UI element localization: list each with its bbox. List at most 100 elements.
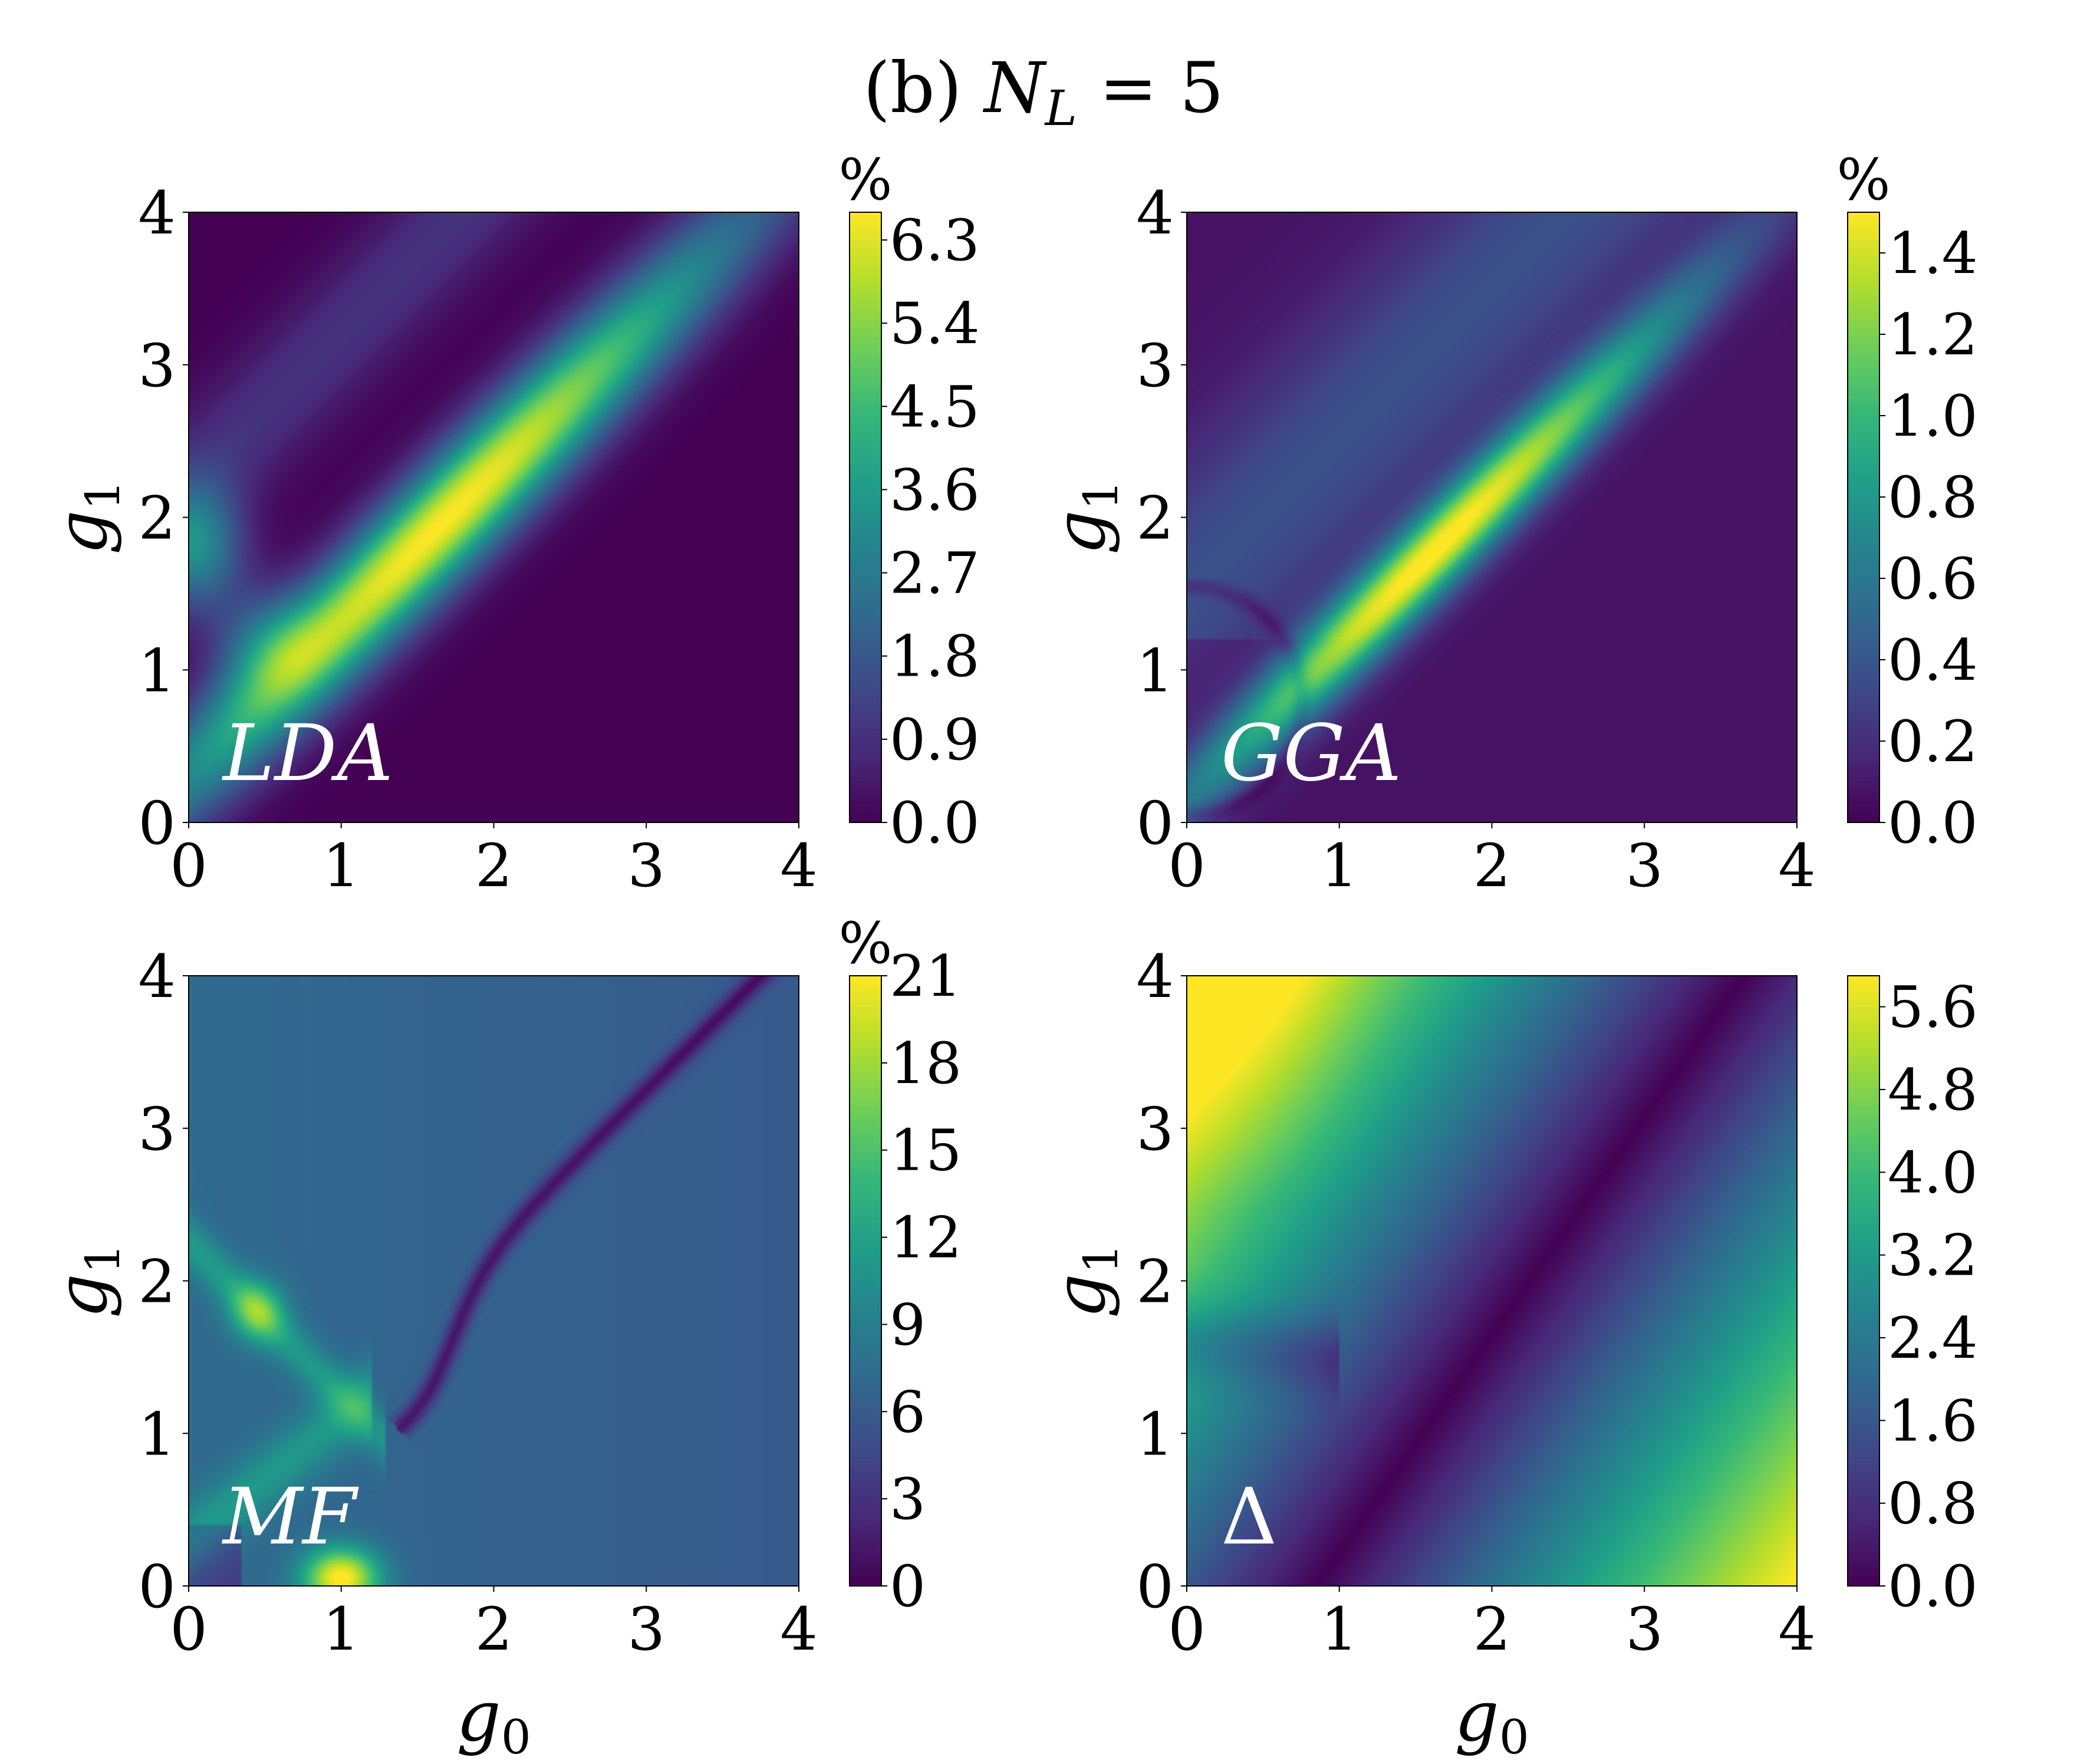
heatmap-image — [189, 976, 799, 1586]
x-tick-label: 0 — [1168, 1595, 1206, 1664]
colorbar-tick-label: 0.0 — [1888, 790, 1978, 856]
colorbar: 0.0 0.2 0.4 0.6 0.8 1.0 1.2 1.4% — [1836, 147, 1977, 856]
x-tick-label: 0 — [170, 1595, 208, 1664]
y-tick-label: 3 — [1136, 1095, 1174, 1164]
colorbar: 0.0 0.8 1.6 2.4 3.2 4.0 4.8 5.6 — [1847, 975, 1978, 1620]
figure-title-text: (b) NL = 5 — [863, 47, 1224, 137]
y-tick-label: 4 — [1136, 179, 1174, 248]
y-tick-label: 2 — [138, 1248, 176, 1317]
colorbar-tick-label: 15 — [890, 1118, 962, 1184]
colorbar-tick-label: 6.3 — [890, 208, 980, 274]
x-tick-label: 0 — [1168, 831, 1206, 900]
colorbar-tick-label: 1.4 — [1888, 220, 1978, 287]
title-prefix: (b) — [863, 47, 984, 129]
colorbar-tick-label: 0.2 — [1888, 709, 1978, 775]
colorbar-tick-label: 4.8 — [1888, 1057, 1978, 1123]
y-tick-label: 1 — [138, 1400, 176, 1469]
x-tick-label: 2 — [475, 831, 513, 900]
y-axis-label: g1 — [1039, 480, 1128, 554]
colorbar-tick-label: 5.4 — [890, 291, 980, 357]
y-axis-label: g1 — [41, 1243, 130, 1318]
x-tick-label: 1 — [322, 831, 360, 900]
colorbar: 0 3 6 9 12 15 18 21% — [838, 910, 962, 1620]
y-tick-label: 4 — [1136, 942, 1174, 1011]
title-sub: L — [1044, 81, 1077, 137]
x-axis-label: g0 — [456, 1676, 531, 1764]
colorbar-tick-label: 0 — [890, 1554, 926, 1620]
x-tick-label: 2 — [475, 1595, 513, 1664]
colorbar-tick-label: 1.2 — [1888, 302, 1978, 368]
colorbar-tick-label: 2.7 — [890, 541, 980, 607]
y-tick-label: 3 — [138, 1095, 176, 1164]
title-var: N — [982, 47, 1047, 129]
colorbar-tick-label: 3 — [890, 1466, 926, 1532]
colorbar-tick-label: 0.4 — [1888, 627, 1978, 693]
y-tick-label: 4 — [138, 942, 176, 1011]
title-rest: = 5 — [1077, 47, 1224, 129]
panel-label: LDA — [222, 708, 393, 799]
x-tick-label: 2 — [1473, 1595, 1511, 1664]
x-tick-label: 4 — [780, 831, 818, 900]
x-tick-label: 1 — [322, 1595, 360, 1664]
x-tick-label: 1 — [1321, 831, 1358, 900]
colorbar-gradient — [849, 975, 882, 1587]
y-axis-label: g1 — [41, 480, 130, 554]
heatmap-image — [1187, 976, 1797, 1586]
panel-label: MF — [222, 1472, 359, 1562]
colorbar-tick-label: 12 — [890, 1205, 962, 1271]
colorbar-unit: % — [1836, 147, 1890, 213]
figure-title: (b) NL = 5 — [863, 47, 1224, 137]
y-tick-label: 0 — [1136, 789, 1174, 858]
x-tick-label: 2 — [1473, 831, 1511, 900]
colorbar-tick-label: 1.0 — [1888, 383, 1978, 449]
colorbar-tick-label: 1.6 — [1888, 1388, 1978, 1454]
colorbar-gradient — [849, 212, 882, 823]
y-axis-label: g1 — [1039, 1243, 1128, 1318]
colorbar-tick-label: 9 — [890, 1292, 926, 1358]
panel-delta: 0 1 2 3 4 0 1 2 3 4 g1 g0 Δ 0.0 0.8 1.6 2.4 3.2 4.0 4.8 5.6 — [1039, 942, 1978, 1764]
y-tick-label: 1 — [1136, 1400, 1174, 1469]
x-tick-label: 4 — [780, 1595, 818, 1664]
colorbar-tick-label: 3.6 — [890, 457, 980, 523]
y-tick-label: 1 — [138, 636, 176, 705]
colorbar-tick-label: 4.0 — [1888, 1140, 1978, 1206]
colorbar-tick-label: 0.0 — [1888, 1554, 1978, 1620]
colorbar-tick-label: 2.4 — [1888, 1305, 1978, 1371]
colorbar-unit: % — [838, 147, 892, 213]
y-tick-label: 0 — [138, 789, 176, 858]
y-tick-label: 1 — [1136, 636, 1174, 705]
heatmap-image — [1187, 212, 1797, 822]
panel-label: GGA — [1221, 708, 1401, 799]
colorbar-tick-label: 0.9 — [890, 707, 980, 773]
colorbar-tick-label: 6 — [890, 1379, 926, 1445]
colorbar-tick-label: 0.8 — [1888, 1471, 1978, 1537]
colorbar: 0.0 0.9 1.8 2.7 3.6 4.5 5.4 6.3% — [838, 147, 979, 856]
panel-label: Δ — [1221, 1472, 1277, 1562]
y-tick-label: 2 — [1136, 1248, 1174, 1317]
y-tick-label: 2 — [138, 484, 176, 553]
y-tick-label: 3 — [1136, 331, 1174, 400]
x-tick-label: 4 — [1778, 1595, 1816, 1664]
x-tick-label: 3 — [627, 831, 665, 900]
y-tick-label: 0 — [138, 1552, 176, 1621]
y-tick-label: 0 — [1136, 1552, 1174, 1621]
colorbar-tick-label: 18 — [890, 1031, 962, 1097]
panel-gga: 0 1 2 3 4 0 1 2 3 4 g1 GGA 0.0 0.2 0.4 0.6 0.8 1.0 1.2 1.4% — [1039, 147, 1978, 900]
x-tick-label: 3 — [627, 1595, 665, 1664]
colorbar-tick-label: 0.0 — [890, 790, 980, 856]
x-tick-label: 3 — [1625, 1595, 1663, 1664]
colorbar-tick-label: 0.6 — [1888, 546, 1978, 612]
x-axis-label: g0 — [1454, 1676, 1529, 1764]
x-tick-label: 4 — [1778, 831, 1816, 900]
y-tick-label: 2 — [1136, 484, 1174, 553]
colorbar-tick-label: 3.2 — [1888, 1223, 1978, 1289]
colorbar-tick-label: 1.8 — [890, 624, 980, 690]
colorbar-tick-label: 0.8 — [1888, 465, 1978, 531]
x-tick-label: 0 — [170, 831, 208, 900]
panel-lda: 0 1 2 3 4 0 1 2 3 4 g1 LDA 0.0 0.9 1.8 2.7 3.6 4.5 5.4 6.3% — [41, 147, 980, 900]
colorbar-gradient — [1847, 975, 1880, 1587]
heatmap-image — [189, 212, 799, 822]
panels: 0 1 2 3 401234g1LDA0.00.91.82.73.64.55.46.3%… — [41, 147, 1978, 1764]
